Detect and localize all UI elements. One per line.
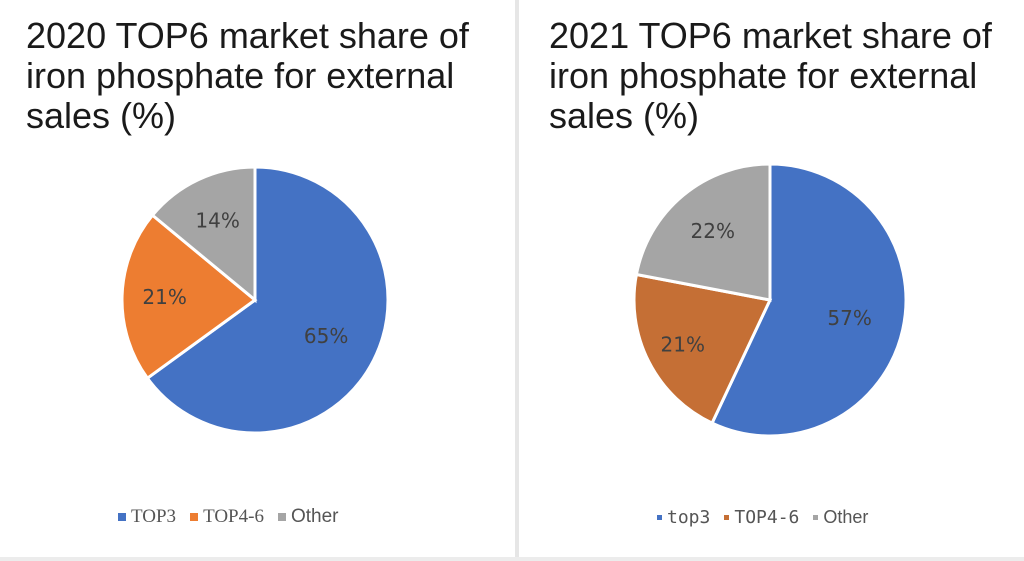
chart-panel-2020: 2020 TOP6 market share of iron phosphate… — [26, 15, 469, 529]
pie-chart-2021: 57% 21% 22% — [632, 162, 908, 438]
legend-item-top4-6: TOP4-6 — [190, 506, 264, 528]
pie-slice-top3 — [145, 165, 390, 435]
legend-swatch-other — [277, 513, 286, 521]
legend-swatch-other — [813, 514, 819, 520]
pie-slice-top4-6 — [120, 213, 258, 381]
legend-label-top4-6: TOP4-6 — [203, 506, 264, 527]
legend-item-other: Other — [277, 506, 339, 528]
pie-slice-other — [150, 165, 257, 304]
legend-swatch-top3 — [657, 514, 662, 520]
legend-item-top4-6: TOP4-6 — [724, 507, 799, 528]
pie-slice-top4-6 — [632, 272, 773, 426]
legend-item-top3: top3 — [657, 507, 710, 528]
data-label-top4-6: 21% — [661, 332, 705, 356]
chart-title-2020: 2020 TOP6 market share of iron phosphate… — [26, 15, 469, 136]
legend-item-other: Other — [813, 507, 868, 528]
chart-panel-2021: 2021 TOP6 market share of iron phosphate… — [519, 0, 1024, 561]
legend-item-top3: TOP3 — [118, 506, 176, 528]
pie-slice-other — [634, 162, 772, 302]
panel-divider — [515, 0, 519, 561]
data-label-top3: 65% — [304, 324, 348, 348]
legend-swatch-top4-6 — [724, 514, 730, 520]
pie-slice-top3 — [710, 162, 908, 438]
legend-swatch-top4-6 — [190, 513, 199, 521]
legend-label-top3: top3 — [667, 506, 711, 528]
data-label-top3: 57% — [827, 306, 871, 330]
data-label-other: 14% — [195, 209, 239, 233]
legend-label-top3: TOP3 — [131, 506, 177, 527]
data-label-other: 22% — [691, 219, 735, 243]
legend-swatch-top3 — [118, 513, 126, 521]
legend-label-top4-6: TOP4-6 — [734, 506, 800, 528]
legend-2020: TOP3 TOP4-6 Other — [118, 505, 338, 529]
data-label-top4-6: 21% — [142, 285, 186, 309]
chart-title-2021: 2021 TOP6 market share of iron phosphate… — [549, 15, 992, 136]
legend-2021: top3 TOP4-6 Other — [657, 505, 868, 529]
bottom-rule — [0, 557, 1024, 561]
legend-label-other: Other — [290, 506, 339, 527]
legend-label-other: Other — [823, 506, 869, 527]
pie-chart-2020: 65% 21% 14% — [120, 165, 390, 435]
